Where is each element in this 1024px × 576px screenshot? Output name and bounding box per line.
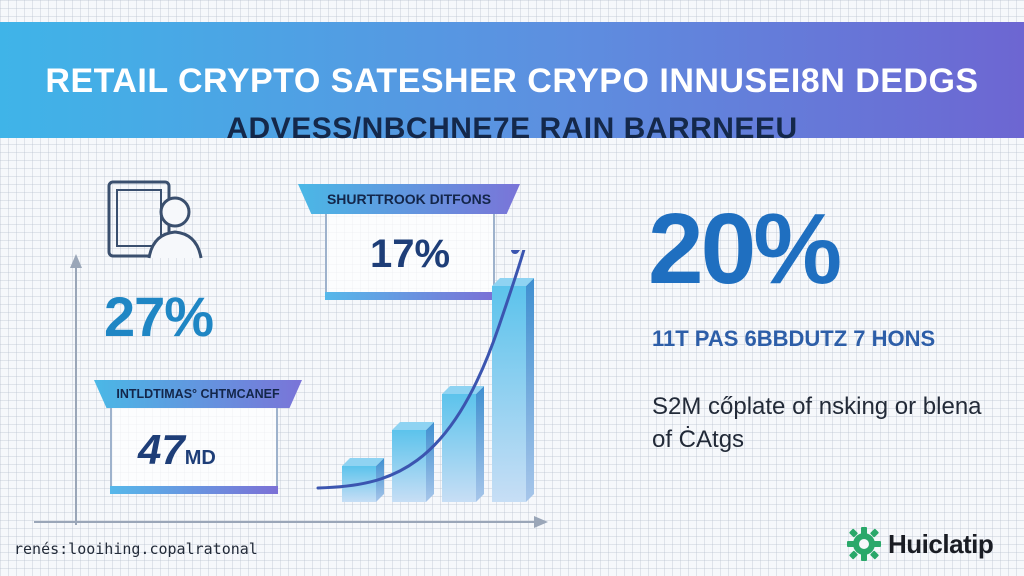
banner-title-line1: RETAIL CRYPTO SATESHER CRYPO INNUSEI8N D…	[45, 62, 979, 100]
stat-box-47-tag: INTLDTIMAS° CHTMCANEF	[94, 380, 302, 408]
chart-bar	[492, 286, 526, 502]
stat-box-47-number: 47	[138, 426, 185, 473]
source-text: renés:looihing.copalratonal	[14, 540, 258, 558]
chart-x-axis-arrow	[534, 516, 548, 528]
chart-bar-top	[342, 458, 384, 466]
stat-box-47-underline	[110, 486, 278, 494]
stat-description: S2M cőplate of nsking or blena of ĊAtgs	[652, 393, 982, 453]
user-monitor-icon	[107, 180, 203, 259]
stat-20-percent: 20%	[648, 193, 842, 305]
stat-27-percent: 27%	[104, 285, 214, 348]
stat-box-17-tag: SHURTTROOK DITFONS	[298, 184, 520, 214]
chart-trend-line	[316, 250, 526, 490]
chart-bar-side	[426, 422, 434, 502]
stat-box-17-value: 17%	[369, 232, 451, 276]
stat-box-17-underline	[325, 292, 495, 300]
brand-logo-text: Huiclatip	[888, 528, 994, 559]
stat-box-47-unit: MD	[184, 447, 216, 469]
chart-bar-top	[392, 422, 434, 430]
chart-bar-side	[476, 386, 484, 502]
chart-trend-end-point	[511, 250, 519, 254]
gear-logo-icon	[847, 527, 881, 561]
stat-box-17	[325, 200, 495, 300]
chart-y-axis-arrow	[70, 254, 82, 268]
stat-20-caption: 11T PAS 6BBDUTZ 7 HONS	[652, 326, 936, 351]
banner-title-line2: ADVESS/NBCHNE7E RAIN BARRNEEU	[226, 112, 798, 145]
brand-logo: Huiclatip	[846, 524, 994, 564]
chart-bar	[442, 394, 476, 502]
header-banner: RETAIL CRYPTO SATESHER CRYPO INNUSEI8N D…	[0, 22, 1024, 145]
stat-box-47-value: 47MD	[138, 426, 216, 474]
chart-bar-side	[526, 278, 534, 502]
growth-bar-chart	[34, 250, 548, 528]
